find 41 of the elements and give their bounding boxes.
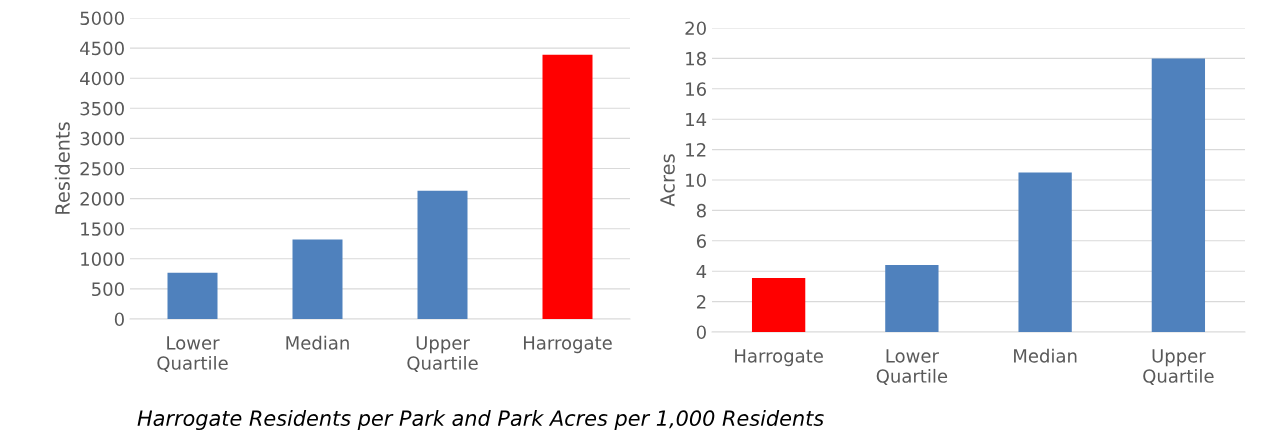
y-tick-label: 1000 — [81, 252, 124, 266]
text: Harrogate Residents per Park and Park Acres per 1,000 Residents — [137, 409, 824, 431]
y-tick-label: 8 — [696, 203, 706, 218]
bar — [292, 239, 343, 319]
y-tick-label: 18 — [686, 51, 706, 66]
y-axis-title: Acres — [660, 154, 675, 207]
bar — [542, 54, 593, 319]
y-tick-label: 3500 — [80, 101, 124, 116]
bar — [1151, 58, 1206, 332]
bar — [167, 272, 218, 319]
x-tick-label: Upper Quartile — [407, 336, 478, 372]
x-tick-label: Lower Quartile — [157, 336, 228, 372]
y-tick-label: 10 — [686, 173, 706, 188]
x-tick-label: Harrogate — [524, 336, 612, 354]
x-tick-label: Harrogate — [735, 349, 823, 367]
y-tick-label: 6 — [696, 234, 706, 248]
y-tick-label: 16 — [686, 82, 706, 96]
y-tick-label: 0 — [696, 325, 706, 340]
y-tick-label: 12 — [686, 143, 706, 157]
y-tick-label: 1500 — [81, 222, 124, 236]
x-tick-label: Median — [1014, 348, 1077, 363]
bar — [417, 190, 468, 319]
x-tick-label: Lower Quartile — [876, 349, 948, 385]
x-tick-label: Median — [286, 335, 349, 350]
y-tick-label: 3000 — [80, 131, 124, 146]
y-tick-label: 5000 — [80, 11, 124, 26]
y-tick-label: 500 — [92, 282, 124, 297]
y-tick-label: 2 — [696, 295, 706, 309]
y-tick-label: 14 — [686, 112, 707, 127]
y-tick-label: 2000 — [80, 192, 124, 206]
x-tick-label: Upper Quartile — [1143, 349, 1214, 385]
y-tick-label: 0 — [114, 312, 124, 327]
y-tick-label: 4000 — [80, 71, 124, 86]
y-tick-label: 4 — [696, 264, 707, 279]
y-tick-label: 2500 — [80, 161, 124, 176]
bar — [1018, 172, 1072, 332]
y-tick-label: 4500 — [80, 41, 124, 56]
y-axis-title: Residents — [54, 122, 70, 214]
bar — [751, 278, 806, 332]
bar — [885, 265, 939, 332]
y-tick-label: 20 — [685, 21, 706, 36]
